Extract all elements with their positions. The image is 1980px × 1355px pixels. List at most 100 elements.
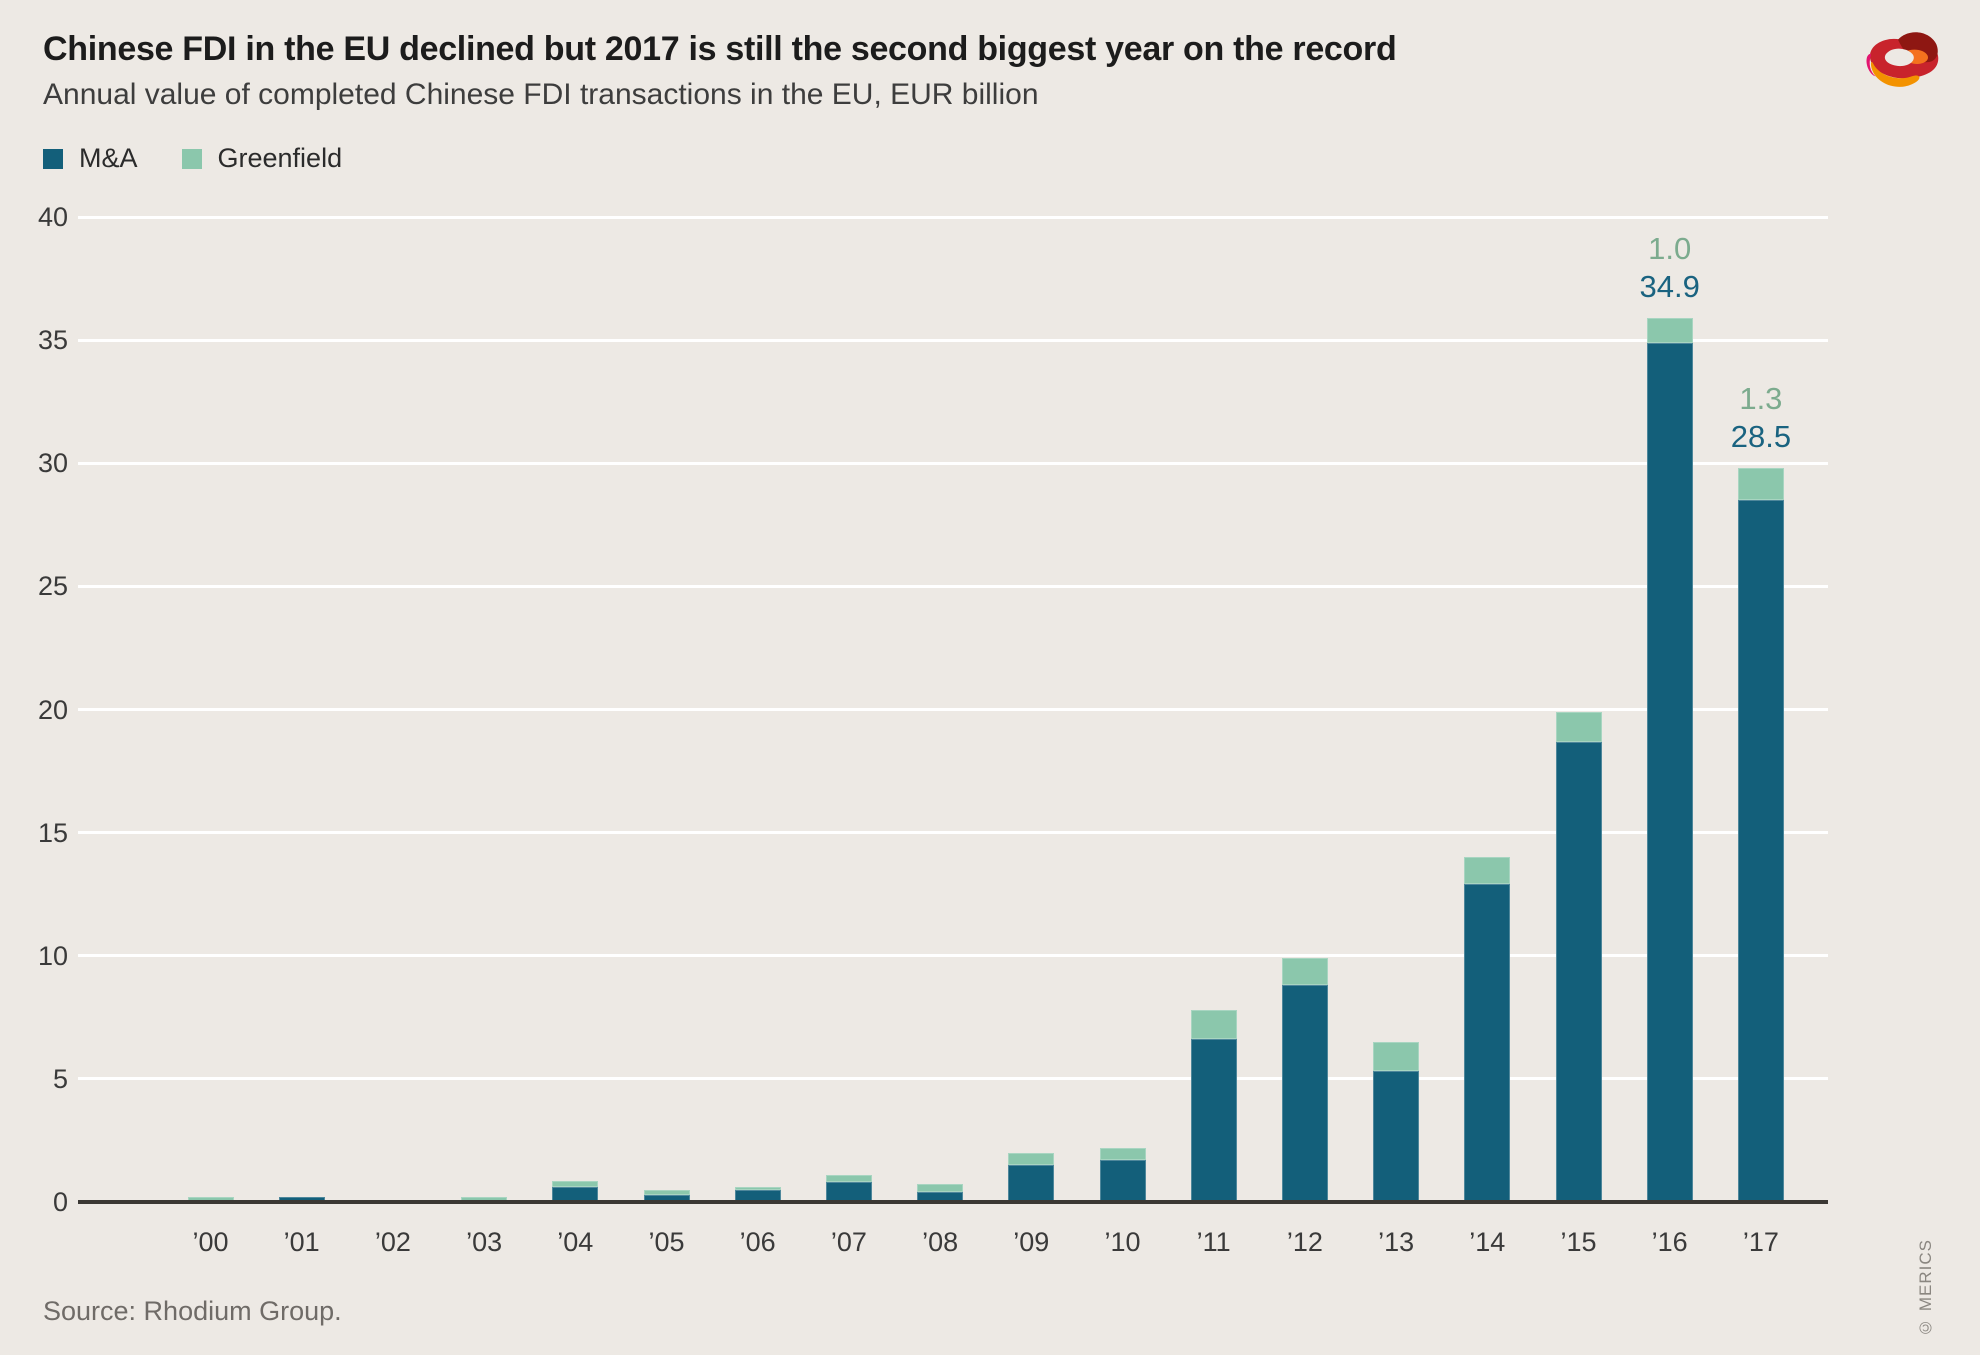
x-axis-label-14: ’14 <box>1469 1227 1506 1257</box>
bar-segment-greenfield <box>552 1181 599 1188</box>
x-axis-label-16: ’16 <box>1651 1227 1688 1257</box>
bar-segment-greenfield <box>1190 1009 1237 1040</box>
bar-segment-manda <box>1737 500 1784 1202</box>
bar-17 <box>1737 468 1784 1202</box>
x-axis-label-13: ’13 <box>1378 1227 1415 1257</box>
gridline-25 <box>78 584 1828 588</box>
value-label: 34.9 <box>1639 268 1700 304</box>
source-note: Source: Rhodium Group. <box>43 1296 342 1326</box>
bar-03 <box>461 1197 508 1202</box>
bar-segment-manda <box>1555 741 1602 1202</box>
bar-segment-manda <box>643 1194 690 1202</box>
x-axis-label-07: ’07 <box>830 1227 867 1257</box>
gridline-35 <box>78 338 1828 342</box>
bar-16 <box>1646 317 1693 1202</box>
legend-swatch-icon <box>43 148 63 169</box>
gridline-10 <box>78 954 1828 958</box>
bar-segment-manda <box>1373 1071 1420 1202</box>
gridline-30 <box>78 461 1828 465</box>
x-axis-label-08: ’08 <box>922 1227 959 1257</box>
bar-segment-manda <box>734 1189 781 1202</box>
bar-05 <box>643 1189 690 1202</box>
x-axis-label-09: ’09 <box>1013 1227 1050 1257</box>
x-axis-label-00: ’00 <box>192 1227 229 1257</box>
y-axis-label-40: 40 <box>37 202 68 232</box>
bar-segment-greenfield <box>461 1197 508 1202</box>
merics-logo-icon <box>1866 32 1939 87</box>
bar-segment-manda <box>1281 985 1328 1202</box>
bar-15 <box>1555 711 1602 1202</box>
y-axis-label-15: 15 <box>37 817 68 848</box>
bar-segment-greenfield <box>1008 1152 1055 1166</box>
bar-segment-manda <box>1099 1160 1146 1202</box>
x-axis-label-01: ’01 <box>283 1227 320 1257</box>
bar-segment-greenfield <box>1281 958 1328 986</box>
bar-12 <box>1281 958 1328 1202</box>
y-axis-label-25: 25 <box>37 571 68 602</box>
x-axis-label-04: ’04 <box>557 1227 594 1257</box>
bar-14 <box>1464 857 1511 1202</box>
legend-item-ma: M&A <box>43 143 138 174</box>
x-axis-label-10: ’10 <box>1104 1227 1141 1257</box>
bar-00 <box>187 1197 234 1202</box>
x-axis-label-05: ’05 <box>648 1227 685 1257</box>
bar-09 <box>1008 1152 1055 1202</box>
bar-segment-manda <box>1646 342 1693 1202</box>
x-axis-label-11: ’11 <box>1196 1227 1231 1257</box>
bar-07 <box>825 1174 872 1202</box>
legend: M&A Greenfield <box>43 143 342 174</box>
value-label-group-16: 1.0 34.9 <box>1600 230 1740 306</box>
bar-segment-greenfield <box>1373 1041 1420 1072</box>
value-label: 1.0 <box>1648 230 1692 266</box>
x-axis-label-02: ’02 <box>374 1227 411 1257</box>
value-label: 1.3 <box>1739 381 1783 417</box>
gridline-40 <box>78 215 1828 219</box>
value-label: 28.5 <box>1730 419 1792 455</box>
gridline-15 <box>78 831 1828 835</box>
bar-13 <box>1373 1041 1420 1202</box>
y-axis-label-20: 20 <box>37 694 68 725</box>
bar-segment-greenfield <box>1099 1147 1146 1161</box>
value-label-group-17: 1.3 28.5 <box>1691 380 1831 456</box>
x-axis-label-06: ’06 <box>739 1227 776 1257</box>
bar-10 <box>1099 1147 1146 1202</box>
legend-item-greenfield: Greenfield <box>181 143 343 174</box>
y-axis-label-35: 35 <box>37 325 68 356</box>
bar-segment-manda <box>825 1182 872 1202</box>
bar-01 <box>278 1197 325 1202</box>
x-axis-line <box>78 1200 1828 1204</box>
bar-segment-greenfield <box>1464 857 1511 885</box>
y-axis-label-10: 10 <box>37 940 68 971</box>
x-axis-label-17: ’17 <box>1742 1227 1779 1257</box>
gridline-20 <box>78 708 1828 711</box>
bar-segment-manda <box>917 1192 964 1202</box>
chart-title: Chinese FDI in the EU declined but 2017 … <box>43 30 1397 68</box>
bar-segment-greenfield <box>734 1187 781 1190</box>
bar-segment-manda <box>1464 884 1511 1202</box>
bar-segment-manda <box>1008 1165 1055 1202</box>
x-axis-label-12: ’12 <box>1286 1227 1323 1257</box>
bar-04 <box>552 1181 599 1202</box>
y-axis-label-30: 30 <box>37 448 68 479</box>
bar-segment-greenfield <box>187 1197 234 1202</box>
legend-label: Greenfield <box>217 143 343 173</box>
x-axis-label-03: ’03 <box>466 1227 503 1257</box>
bar-segment-manda <box>1190 1039 1237 1202</box>
bar-segment-greenfield <box>643 1189 690 1195</box>
x-axis-label-15: ’15 <box>1560 1227 1597 1257</box>
copyright-credit: © MERICS <box>1916 1239 1935 1337</box>
legend-label: M&A <box>79 143 138 173</box>
legend-swatch-icon <box>181 148 202 169</box>
bar-08 <box>917 1183 964 1202</box>
bar-segment-manda <box>278 1197 325 1202</box>
chart-subtitle: Annual value of completed Chinese FDI tr… <box>43 78 1039 111</box>
bar-11 <box>1190 1009 1237 1202</box>
bar-segment-greenfield <box>1555 711 1602 742</box>
y-axis-label-0: 0 <box>52 1187 68 1217</box>
bar-segment-greenfield <box>1646 317 1693 343</box>
bar-06 <box>734 1187 781 1202</box>
bar-segment-greenfield <box>917 1183 964 1193</box>
bar-segment-greenfield <box>1737 468 1784 501</box>
